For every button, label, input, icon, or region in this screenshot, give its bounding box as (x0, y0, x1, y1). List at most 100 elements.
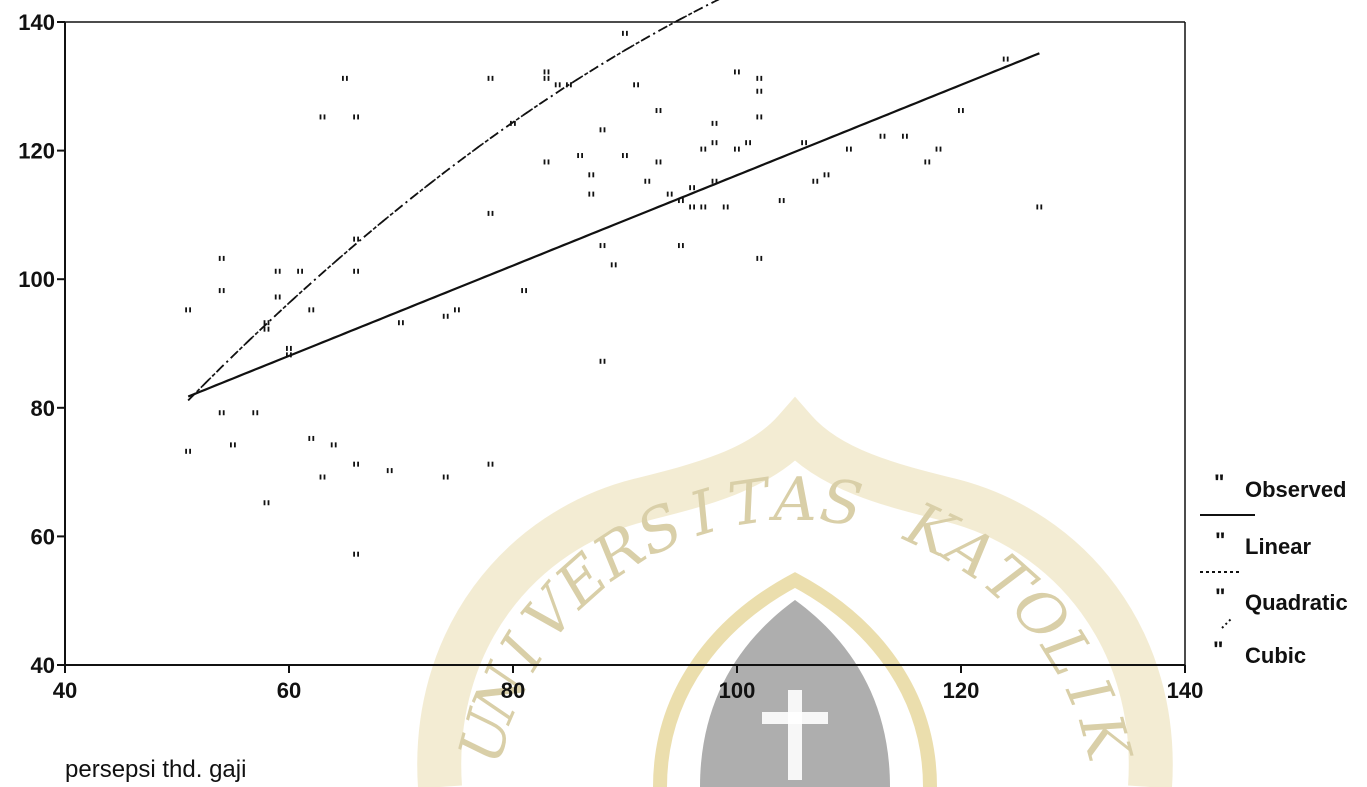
observed-point (218, 255, 225, 261)
observed-point (644, 178, 651, 184)
legend-observed-label: Observed (1245, 477, 1347, 502)
observed-point (386, 468, 393, 474)
observed-points (185, 30, 1043, 557)
legend-linear-marker: " (1215, 528, 1225, 553)
observed-point (958, 108, 964, 114)
y-tick-label-120: 120 (18, 139, 55, 164)
observed-point (342, 75, 348, 81)
observed-point (319, 114, 326, 120)
observed-point (353, 268, 359, 274)
observed-point (902, 133, 908, 139)
observed-point (398, 320, 404, 326)
observed-point (543, 75, 550, 81)
observed-point (778, 198, 785, 204)
y-tick-label-40: 40 (31, 653, 55, 678)
legend-cubic-label: Cubic (1245, 643, 1306, 668)
legend-linear: " Linear (1200, 514, 1311, 559)
observed-point (700, 204, 707, 210)
y-tick-label-80: 80 (31, 396, 55, 421)
observed-point (622, 153, 628, 159)
observed-point (678, 198, 684, 204)
x-tick-label-80: 80 (501, 678, 525, 703)
x-axis-label: persepsi thd. gaji (65, 756, 246, 783)
observed-point (722, 204, 729, 210)
observed-point (286, 345, 292, 351)
y-tick-label-60: 60 (31, 524, 55, 549)
observed-point (588, 191, 595, 197)
observed-point (879, 133, 886, 139)
observed-point (263, 326, 270, 332)
observed-point (1036, 204, 1043, 210)
y-tick-label-140: 140 (18, 10, 55, 35)
observed-point (353, 114, 359, 120)
legend-observed: " Observed (1214, 470, 1347, 502)
fit-line-linear (187, 52, 1040, 398)
watermark-shield-rings (653, 572, 937, 787)
observed-point (734, 146, 740, 152)
observed-point (263, 500, 270, 506)
observed-point (711, 178, 718, 184)
observed-point (454, 307, 460, 313)
observed-point (599, 243, 606, 249)
legend-quadratic: " Quadratic (1200, 571, 1348, 615)
observed-point (252, 410, 259, 416)
observed-point (510, 120, 516, 126)
observed-point (812, 178, 819, 184)
observed-point (666, 191, 673, 197)
observed-point (185, 448, 191, 454)
observed-point (577, 153, 583, 159)
observed-point (689, 185, 695, 191)
observed-point (689, 204, 695, 210)
observed-point (734, 69, 740, 75)
observed-point (230, 442, 236, 448)
observed-point (678, 243, 684, 249)
watermark-letter: S (816, 466, 867, 541)
observed-point (622, 30, 628, 36)
fit-lines (187, 0, 1040, 402)
observed-point (823, 172, 830, 178)
legend-quadratic-label: Quadratic (1245, 590, 1348, 615)
observed-point (655, 159, 662, 165)
legend-observed-marker: " (1214, 470, 1224, 495)
watermark-arch (417, 396, 1173, 787)
observed-point (330, 442, 337, 448)
observed-point (218, 288, 225, 294)
watermark-cross-icon (762, 690, 828, 780)
observed-point (286, 352, 292, 358)
observed-point (521, 288, 527, 294)
observed-point (487, 75, 494, 81)
y-tick-label-100: 100 (18, 267, 55, 292)
observed-point (801, 140, 807, 146)
observed-point (599, 127, 606, 133)
observed-point (745, 140, 751, 146)
observed-point (756, 75, 763, 81)
observed-point (319, 474, 326, 480)
observed-point (588, 172, 595, 178)
observed-point (274, 294, 281, 300)
observed-point (487, 210, 494, 216)
observed-point (610, 262, 617, 268)
observed-point (711, 140, 718, 146)
observed-point (924, 159, 931, 165)
legend-cubic: " Cubic (1213, 617, 1306, 668)
observed-point (263, 320, 270, 326)
x-tick-label-60: 60 (277, 678, 301, 703)
x-tick-label-40: 40 (53, 678, 77, 703)
observed-point (756, 114, 763, 120)
legend-cubic-marker: " (1213, 637, 1223, 662)
observed-point (543, 159, 550, 165)
observed-point (185, 307, 191, 313)
observed-point (633, 82, 639, 88)
observed-point (297, 268, 303, 274)
x-tick-label-140: 140 (1167, 678, 1204, 703)
observed-point (308, 435, 315, 441)
observed-point (700, 146, 707, 152)
x-tick-label-100: 100 (719, 678, 756, 703)
x-tick-label-120: 120 (943, 678, 980, 703)
legend: " Observed " Linear " Quadratic " Cubic (1200, 470, 1348, 668)
observed-point (353, 236, 359, 242)
observed-point (308, 307, 315, 313)
legend-quadratic-marker: " (1215, 584, 1225, 609)
